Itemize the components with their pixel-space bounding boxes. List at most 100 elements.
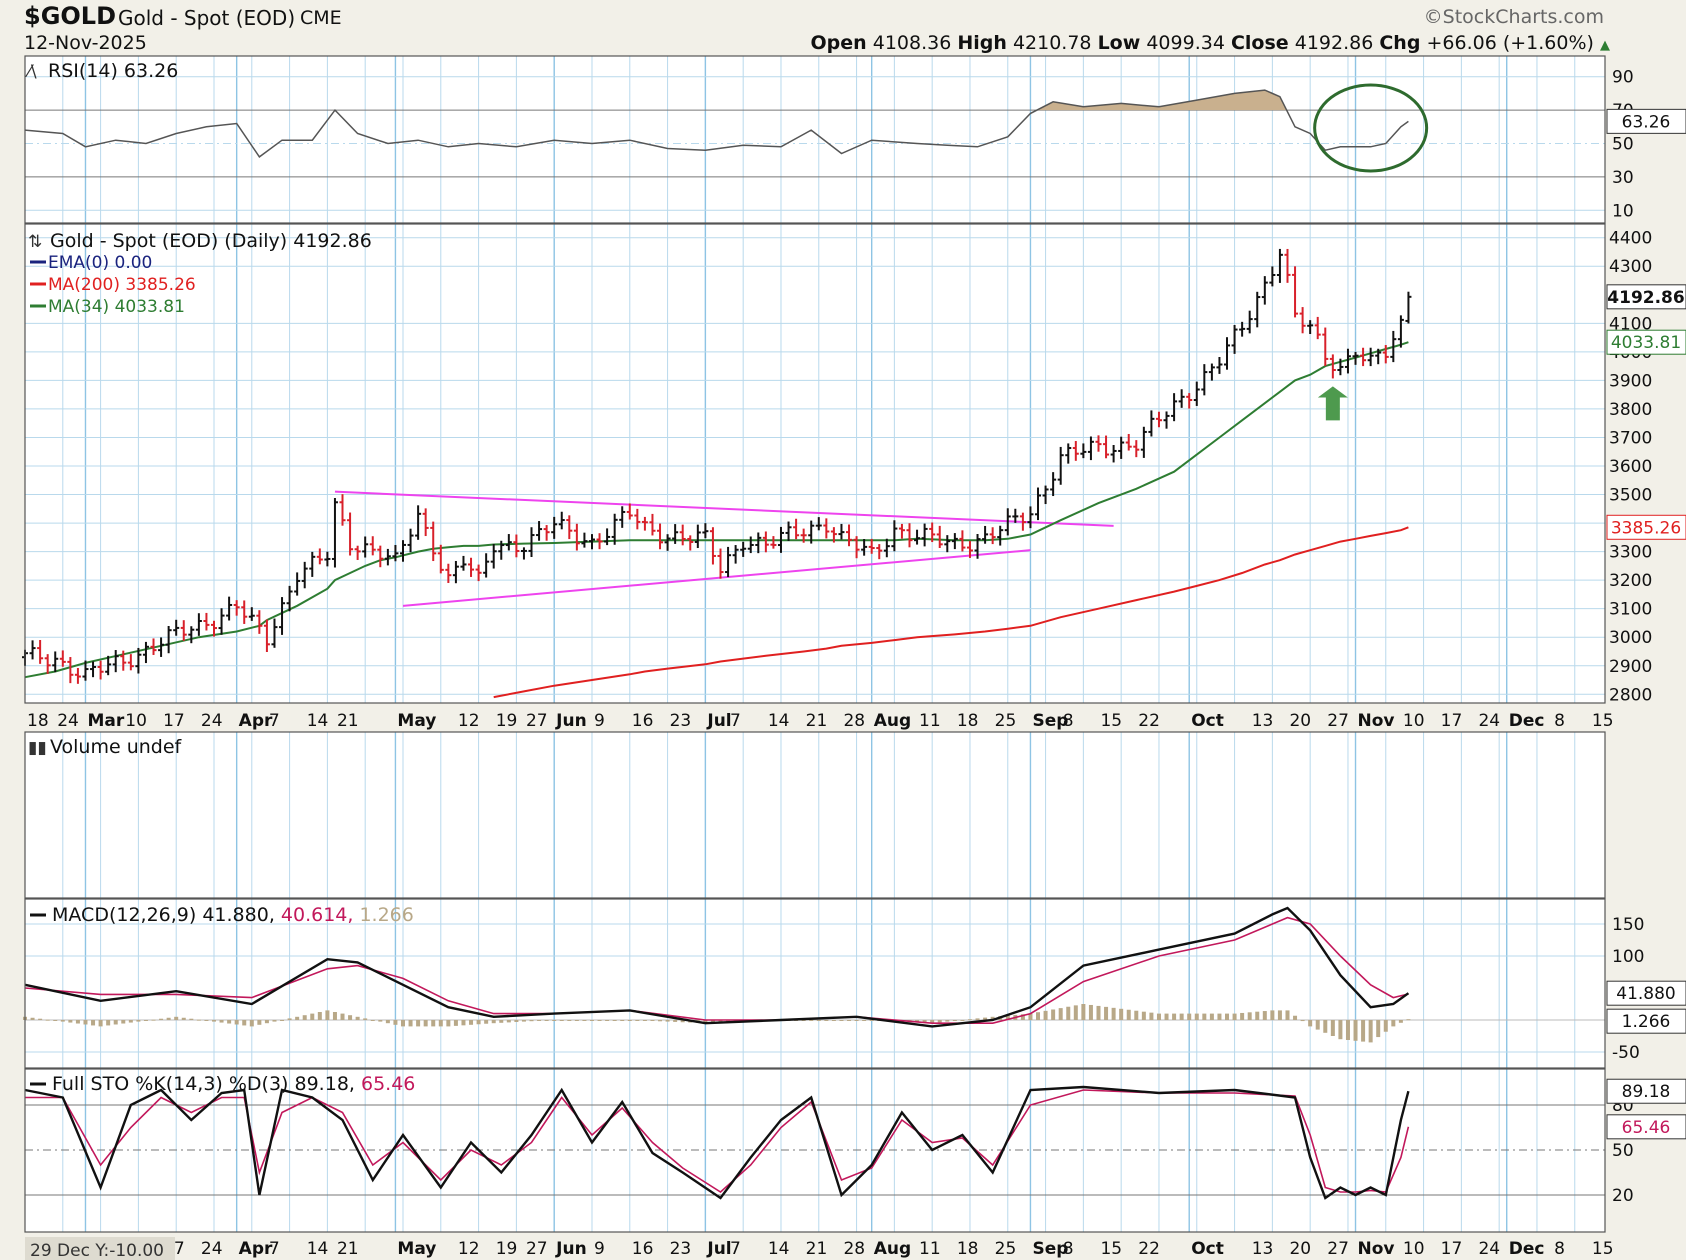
x-tick-label: 27 bbox=[1327, 1239, 1349, 1259]
price-bar bbox=[263, 619, 270, 653]
histogram-bar bbox=[627, 1020, 632, 1021]
macd-value-tag: 41.880 bbox=[1606, 980, 1686, 1006]
price-bar bbox=[717, 548, 724, 579]
price-bar bbox=[256, 610, 263, 634]
low-label: Low bbox=[1097, 32, 1141, 54]
chart-date: 12-Nov-2025 bbox=[24, 32, 147, 54]
histogram-bar bbox=[1391, 1020, 1396, 1027]
price-tick-label: 3600 bbox=[1609, 457, 1652, 477]
x-tick-label: 17 bbox=[1441, 711, 1463, 731]
histogram-bar bbox=[121, 1020, 126, 1024]
brand-logo[interactable]: ©StockCharts.com bbox=[1424, 6, 1604, 28]
histogram-bar bbox=[567, 1020, 572, 1021]
histogram-bar bbox=[1376, 1020, 1381, 1038]
x-tick-label: 8 bbox=[1554, 1239, 1565, 1259]
price-bar bbox=[1337, 358, 1344, 376]
histogram-bar bbox=[816, 1020, 821, 1021]
close-value-tag-box bbox=[1606, 284, 1686, 310]
macd-tick-label: 100 bbox=[1612, 947, 1644, 967]
price-bar bbox=[1110, 445, 1117, 463]
price-bar bbox=[180, 620, 187, 641]
x-tick-label: 11 bbox=[919, 711, 941, 731]
legend-label: MA(34) 4033.81 bbox=[48, 297, 185, 317]
triangle-lower-line bbox=[402, 549, 1031, 607]
histogram-bar bbox=[68, 1020, 73, 1023]
open-value: 4108.36 bbox=[872, 32, 952, 54]
histogram-bar bbox=[869, 1020, 874, 1021]
x-tick-label: Nov bbox=[1358, 1239, 1395, 1259]
sto-k-value-tag-box bbox=[1606, 1078, 1686, 1104]
price-tick-label: 2800 bbox=[1609, 685, 1652, 705]
price-bar bbox=[407, 528, 414, 553]
x-tick-label: 25 bbox=[995, 1239, 1017, 1259]
price-bar bbox=[725, 546, 732, 578]
price-bar bbox=[483, 553, 490, 578]
price-bar bbox=[339, 494, 346, 526]
x-tick-label: 17 bbox=[1441, 1239, 1463, 1259]
price-bar bbox=[815, 517, 822, 531]
ma34-value-tag-text: 4033.81 bbox=[1611, 333, 1681, 353]
histogram-bar bbox=[1361, 1020, 1366, 1042]
price-bar bbox=[1050, 472, 1057, 497]
histogram-bar bbox=[960, 1020, 965, 1021]
price-bar bbox=[1292, 266, 1299, 318]
price-bar bbox=[762, 531, 769, 553]
price-bar bbox=[604, 528, 611, 546]
price-bar bbox=[543, 525, 550, 541]
sto-title: Full STO %K(14,3) %D(3) 89.18, 65.46 bbox=[52, 1073, 415, 1095]
price-bar bbox=[135, 647, 142, 674]
histogram-bar bbox=[1036, 1012, 1041, 1020]
price-bar bbox=[709, 527, 716, 565]
rsi-tick-label: 50 bbox=[1612, 135, 1634, 155]
price-bar bbox=[498, 540, 505, 560]
price-bar bbox=[770, 536, 777, 549]
price-tick-label: 3800 bbox=[1609, 400, 1652, 420]
price-bar bbox=[1201, 364, 1208, 396]
price-bar bbox=[528, 527, 535, 557]
x-tick-label: Jun bbox=[555, 711, 587, 731]
price-bar bbox=[1322, 327, 1329, 366]
price-bar bbox=[173, 619, 180, 636]
histogram-bar bbox=[264, 1020, 269, 1024]
histogram-bar bbox=[1323, 1020, 1328, 1033]
histogram-bar bbox=[378, 1020, 383, 1022]
histogram-bar bbox=[1368, 1020, 1373, 1043]
sto-title-main: Full STO %K(14,3) %D(3) 89.18, bbox=[52, 1073, 361, 1095]
price-bar bbox=[551, 516, 558, 539]
histogram-bar bbox=[582, 1020, 587, 1021]
price-bar bbox=[1019, 512, 1026, 531]
histogram-bar bbox=[242, 1020, 247, 1026]
histogram-bar bbox=[408, 1020, 413, 1027]
price-bar bbox=[324, 551, 331, 567]
x-tick-label: Jul bbox=[706, 711, 731, 731]
price-bar bbox=[165, 626, 172, 654]
price-bar bbox=[989, 527, 996, 545]
price-bar bbox=[808, 520, 815, 544]
histogram-bar bbox=[1126, 1009, 1131, 1020]
x-tick-label: 7 bbox=[269, 711, 280, 731]
histogram-bar bbox=[1119, 1008, 1124, 1020]
annotation-circle bbox=[1313, 83, 1429, 173]
histogram-bar bbox=[491, 1020, 496, 1024]
ma200-value-tag-box bbox=[1606, 514, 1686, 540]
histogram-bar bbox=[1255, 1011, 1260, 1020]
price-bar bbox=[1239, 321, 1246, 337]
histogram-bar bbox=[952, 1020, 957, 1021]
price-bar bbox=[657, 523, 664, 550]
sto-panel-border bbox=[24, 1068, 1606, 1233]
price-bar bbox=[861, 539, 868, 556]
price-bar bbox=[1299, 307, 1306, 334]
histogram-bar bbox=[416, 1020, 421, 1027]
price-bar bbox=[384, 548, 391, 566]
histogram-bar bbox=[98, 1020, 103, 1027]
price-bar bbox=[369, 536, 376, 556]
price-bar bbox=[1405, 291, 1412, 324]
histogram-bar bbox=[529, 1020, 534, 1022]
sto-k-value-tag: 89.18 bbox=[1606, 1078, 1686, 1104]
x-tick-label: 21 bbox=[337, 1239, 359, 1259]
histogram-bar bbox=[620, 1020, 625, 1021]
x-tick-label: 11 bbox=[919, 1239, 941, 1259]
rsi-title: RSI(14) 63.26 bbox=[48, 60, 178, 82]
price-bar bbox=[271, 618, 278, 648]
